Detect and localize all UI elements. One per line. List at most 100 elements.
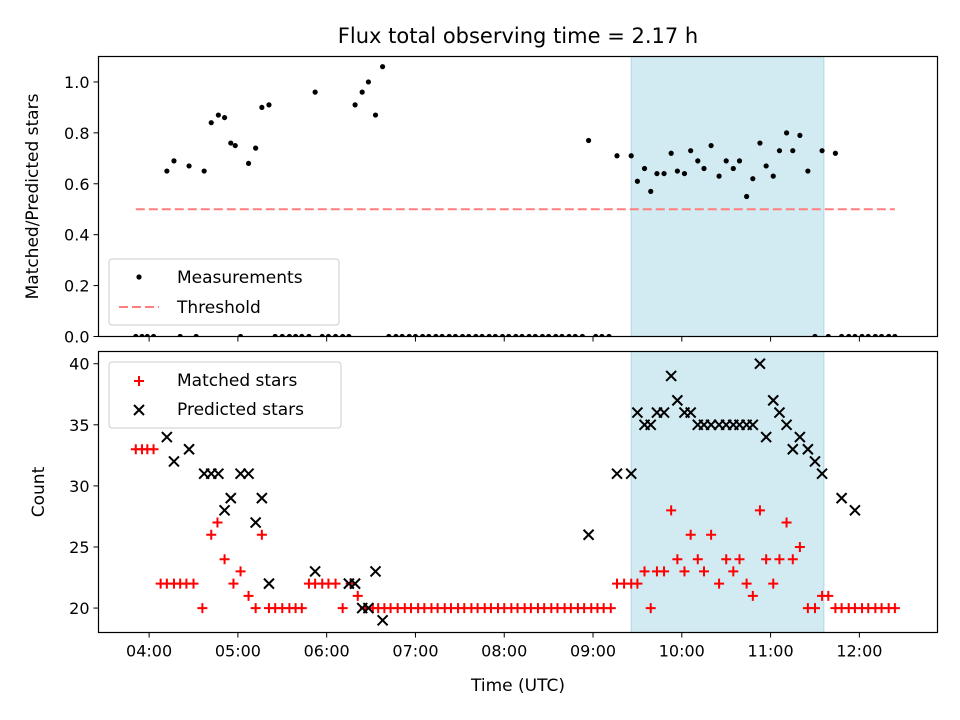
measurement-point — [299, 333, 305, 337]
predicted-star-point — [809, 455, 821, 468]
matched-star-point — [330, 578, 341, 589]
matched-star-point — [889, 603, 900, 614]
legend-label-matched: Matched stars — [177, 371, 297, 391]
measurement-point — [716, 173, 722, 179]
x-tick-label: 11:00 — [748, 642, 794, 661]
measurement-point — [433, 333, 439, 337]
measurement-point — [426, 333, 432, 337]
matched-star-point — [605, 603, 616, 614]
predicted-star-point — [849, 504, 861, 517]
measurement-point — [641, 165, 648, 172]
matched-star-point — [734, 554, 745, 565]
measurement-point — [532, 333, 538, 337]
measurement-point — [133, 333, 139, 337]
y-tick-label: 0.4 — [64, 226, 89, 245]
legend-marker-predicted — [133, 404, 145, 416]
measurement-point — [519, 333, 525, 337]
predicted-star-point — [794, 431, 806, 443]
predicted-star-point — [645, 419, 657, 431]
x-tick-label: 10:00 — [659, 642, 705, 661]
predicted-star-point — [835, 492, 848, 504]
y-axis-label: Count — [29, 466, 49, 517]
matched-star-point — [148, 444, 159, 455]
x-tick-label: 08:00 — [481, 642, 527, 661]
y-tick-label: 20 — [69, 599, 89, 618]
predicted-star-point — [780, 419, 793, 431]
matched-star-point — [639, 566, 650, 577]
measurement-point — [579, 333, 585, 337]
matched-star-point — [706, 529, 717, 540]
predicted-star-point — [263, 577, 275, 590]
measurement-point — [439, 333, 445, 337]
matched-star-point — [781, 517, 792, 528]
matched-star-point — [235, 566, 246, 577]
matched-star-point — [256, 529, 267, 540]
x-tick-label: 09:00 — [570, 642, 616, 661]
measurement-point — [614, 153, 620, 159]
matched-star-point — [747, 590, 758, 601]
y-tick-label: 1.0 — [64, 73, 89, 92]
measurement-point — [892, 333, 898, 337]
matched-star-point — [699, 566, 710, 577]
predicted-star-point — [787, 443, 799, 455]
measurement-point — [473, 333, 479, 337]
measurement-point — [661, 170, 667, 177]
matched-star-point — [685, 529, 696, 540]
legend-label-predicted: Predicted stars — [177, 400, 304, 420]
predicted-star-point — [376, 614, 389, 626]
matched-star-point — [228, 578, 239, 589]
matched-star-point — [645, 603, 656, 614]
measurement-point — [259, 104, 265, 111]
measurement-point — [201, 168, 207, 174]
y-tick-label: 40 — [69, 355, 89, 374]
y-tick-label: 0.2 — [64, 277, 89, 296]
measurement-point — [878, 333, 885, 337]
measurement-point — [139, 333, 145, 337]
matched-star-point — [219, 554, 230, 565]
legend-box — [108, 361, 342, 429]
matched-star-point — [250, 603, 261, 614]
matched-star-point — [666, 505, 677, 516]
measurement-point — [193, 333, 199, 337]
predicted-star-point — [767, 394, 779, 407]
highlight-span — [630, 351, 825, 633]
measurement-point — [819, 148, 825, 154]
legend: Matched stars Predicted stars — [108, 361, 342, 429]
measurement-point — [628, 153, 634, 159]
measurement-point — [730, 165, 736, 172]
matched-star-point — [714, 578, 725, 589]
measurement-point — [372, 112, 379, 118]
measurement-point — [846, 333, 852, 337]
measurement-point — [459, 333, 466, 337]
measurement-point — [332, 333, 339, 337]
predicted-star-point — [747, 419, 759, 431]
measurement-point — [492, 333, 498, 337]
x-axis-label: Time (UTC) — [470, 676, 565, 696]
matched-star-point — [212, 517, 223, 528]
measurement-point — [446, 333, 452, 337]
ratio-plot-panel: 0.0 0.2 0.4 0.6 0.8 1.0 Matched/Predicted star… — [23, 55, 939, 347]
y-tick-label: 0.0 — [64, 328, 89, 347]
predicted-star-point — [183, 443, 195, 455]
legend-label-measurements: Measurements — [177, 268, 303, 288]
measurement-point — [776, 148, 783, 154]
predicted-star-point — [309, 565, 321, 578]
measurement-point — [412, 333, 419, 337]
y-axis-label: Matched/Predicted stars — [23, 93, 43, 299]
measurement-point — [744, 193, 750, 200]
matched-star-point — [741, 578, 752, 589]
measurement-point — [380, 64, 386, 70]
measurement-point — [770, 173, 776, 179]
x-tick-label: 06:00 — [304, 642, 350, 661]
measurement-point — [539, 333, 546, 337]
measurement-point — [566, 333, 572, 337]
measurement-point — [359, 89, 365, 95]
matched-star-point — [692, 554, 703, 565]
predicted-star-point — [249, 516, 262, 529]
matched-star-point — [672, 554, 683, 565]
measurement-point — [886, 333, 892, 337]
measurement-point — [634, 178, 641, 184]
measurement-point — [688, 148, 694, 154]
predicted-star-point — [212, 467, 225, 480]
predicted-star-point — [349, 577, 361, 590]
